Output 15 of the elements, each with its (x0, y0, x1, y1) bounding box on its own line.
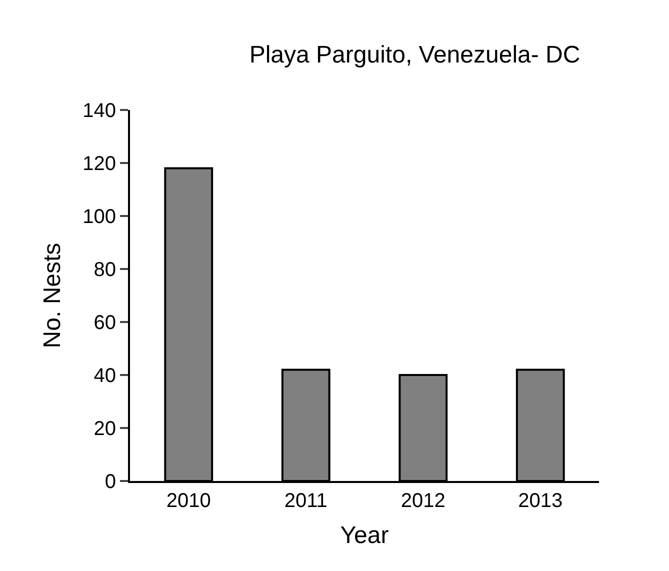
x-axis-title: Year (340, 522, 389, 549)
y-tick-label: 140 (82, 100, 116, 122)
chart-title: Playa Parguito, Venezuela- DC (249, 41, 580, 68)
x-tick-label: 2010 (166, 490, 211, 512)
y-tick-label: 120 (82, 153, 116, 175)
y-tick-label: 80 (94, 259, 116, 281)
y-tick-label: 20 (94, 418, 116, 440)
x-tick-label: 2013 (518, 490, 563, 512)
x-tick-label: 2012 (400, 490, 446, 512)
x-tick-label: 2011 (284, 490, 328, 512)
y-tick-label: 60 (94, 312, 116, 334)
y-tick-label: 40 (94, 365, 116, 387)
y-tick-label: 0 (104, 471, 116, 493)
y-axis-title: No. Nests (39, 242, 66, 348)
y-tick-label: 100 (82, 206, 116, 228)
